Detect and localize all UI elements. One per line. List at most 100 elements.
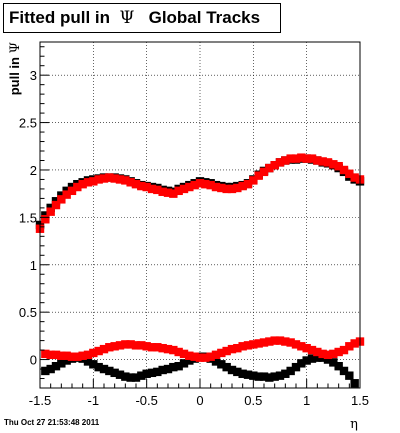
black-data-point — [121, 372, 130, 381]
red-data-point — [62, 351, 71, 360]
red-data-point — [57, 351, 66, 360]
red-data-point — [318, 157, 327, 166]
red-data-point — [142, 342, 151, 351]
red-data-point — [78, 179, 87, 189]
red-data-point — [302, 154, 311, 163]
black-data-point — [227, 365, 237, 375]
red-data-point — [291, 154, 301, 163]
red-data-point — [51, 350, 61, 360]
red-data-point — [270, 336, 279, 345]
red-data-point — [99, 344, 109, 354]
black-data-point — [41, 366, 50, 376]
red-data-point — [147, 343, 157, 352]
red-data-point — [217, 348, 226, 358]
red-data-point — [163, 188, 173, 197]
red-data-point — [83, 178, 93, 187]
red-data-point — [126, 340, 135, 349]
black-data-point — [233, 367, 242, 377]
black-data-point — [254, 372, 263, 381]
x-tick-label: 0.5 — [244, 393, 262, 408]
red-data-point — [179, 349, 189, 359]
black-data-point — [265, 373, 274, 382]
red-data-point — [190, 352, 199, 361]
red-data-point — [94, 175, 103, 184]
red-data-point — [137, 181, 146, 191]
black-data-point — [238, 369, 247, 378]
x-tick-label: -1.5 — [29, 393, 51, 408]
y-tick-label: 0 — [30, 353, 37, 368]
red-data-point — [73, 182, 82, 192]
red-data-point — [185, 182, 194, 192]
grid — [39, 42, 361, 388]
x-tick-label: -0.5 — [135, 393, 157, 408]
red-data-point — [286, 154, 295, 163]
red-data-point — [254, 339, 263, 348]
x-tick-label: 1.5 — [351, 393, 369, 408]
red-data-point — [169, 189, 178, 198]
black-data-point — [185, 356, 194, 365]
red-data-point — [62, 190, 71, 199]
red-data-point — [89, 177, 98, 186]
red-data-point — [115, 175, 125, 184]
black-data-point — [345, 371, 354, 380]
black-data-point — [313, 353, 322, 362]
black-data-point — [350, 379, 359, 388]
black-data-point — [222, 362, 231, 372]
red-data-point — [286, 338, 295, 347]
red-data-point — [73, 352, 82, 361]
y-axis-label: pull in Ψ — [7, 42, 23, 95]
red-data-point — [41, 215, 50, 224]
red-data-point — [281, 337, 290, 346]
red-data-point — [238, 181, 247, 191]
x-axis-label: η — [350, 417, 358, 432]
red-data-point — [105, 343, 114, 352]
black-data-point — [302, 356, 311, 365]
red-data-point — [265, 337, 274, 346]
black-data-point — [110, 368, 119, 378]
red-data-point — [350, 339, 359, 348]
red-data-point — [174, 186, 183, 196]
y-tick-label: 0.5 — [19, 305, 37, 320]
red-data-point — [179, 184, 189, 194]
red-data-point — [174, 347, 183, 357]
black-data-point — [89, 360, 98, 369]
red-data-point — [137, 341, 146, 350]
black-data-point — [249, 371, 258, 380]
red-data-point — [254, 171, 263, 180]
black-data-point — [259, 372, 269, 381]
y-tick-label: 2 — [30, 163, 37, 178]
black-data-point — [281, 369, 290, 378]
red-data-point — [302, 343, 311, 353]
red-data-point — [275, 158, 285, 167]
red-data-point — [281, 156, 290, 165]
black-data-point — [329, 358, 338, 367]
red-data-point — [158, 187, 167, 196]
red-data-point — [318, 349, 327, 359]
red-data-point — [243, 341, 253, 350]
red-data-point — [329, 349, 338, 359]
red-data-point — [131, 179, 141, 189]
red-data-point — [190, 180, 199, 190]
black-data-point — [286, 366, 295, 376]
black-data-point — [57, 359, 66, 368]
red-data-point — [201, 353, 210, 362]
red-data-point — [121, 340, 130, 349]
black-data-point — [163, 364, 173, 374]
red-data-point — [297, 153, 306, 162]
red-data-point — [243, 179, 253, 189]
red-data-point — [94, 346, 103, 356]
red-data-point — [51, 200, 61, 210]
red-data-point — [163, 344, 173, 354]
red-data-point — [147, 184, 157, 194]
black-data-point — [147, 368, 157, 378]
chart-title: Fitted pull in Ψ Global Tracks — [3, 3, 281, 33]
black-data-point — [270, 372, 279, 381]
red-data-point — [238, 342, 247, 351]
red-data-point — [201, 179, 210, 189]
red-data-point — [211, 182, 221, 192]
y-tick-label: 1.5 — [19, 210, 37, 225]
black-data-point — [142, 369, 151, 378]
red-data-point — [350, 173, 359, 182]
red-data-point — [195, 353, 205, 362]
